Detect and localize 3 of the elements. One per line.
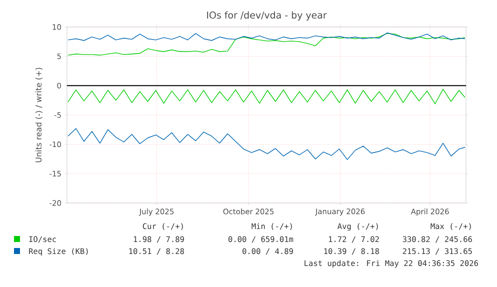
chart-title: IOs for /dev/vda - by year	[207, 11, 327, 20]
line-series	[68, 128, 466, 160]
line-series	[68, 88, 466, 104]
